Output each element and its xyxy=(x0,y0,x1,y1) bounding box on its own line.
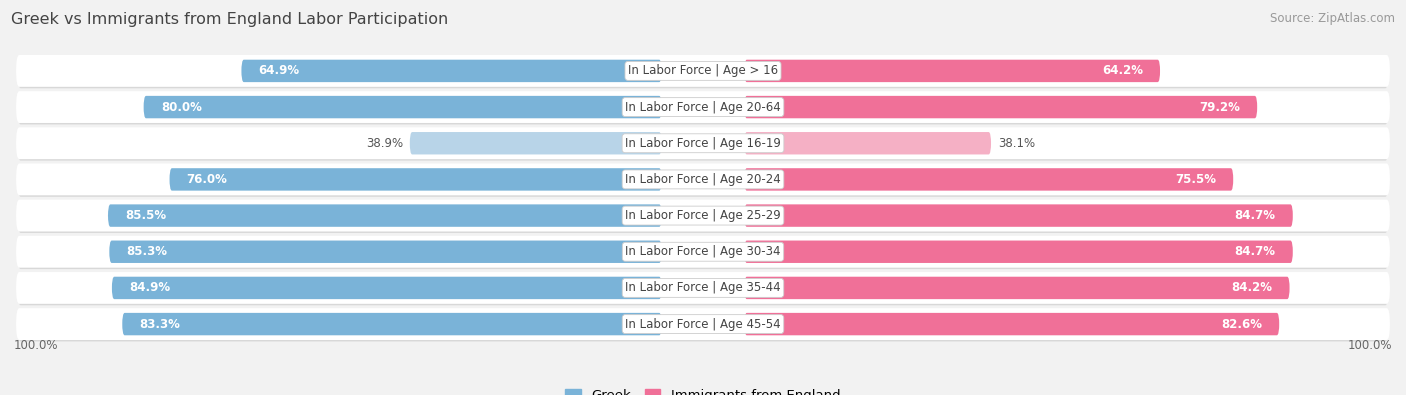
FancyBboxPatch shape xyxy=(108,204,662,227)
FancyBboxPatch shape xyxy=(15,91,1391,123)
FancyBboxPatch shape xyxy=(143,96,662,118)
FancyBboxPatch shape xyxy=(17,56,1389,88)
Text: 76.0%: 76.0% xyxy=(187,173,228,186)
Text: Source: ZipAtlas.com: Source: ZipAtlas.com xyxy=(1270,12,1395,25)
Text: 64.9%: 64.9% xyxy=(259,64,299,77)
FancyBboxPatch shape xyxy=(17,201,1389,233)
Text: In Labor Force | Age > 16: In Labor Force | Age > 16 xyxy=(628,64,778,77)
Text: 84.9%: 84.9% xyxy=(129,281,170,294)
FancyBboxPatch shape xyxy=(17,129,1389,161)
Text: 100.0%: 100.0% xyxy=(1347,339,1392,352)
Text: 38.1%: 38.1% xyxy=(998,137,1035,150)
Text: In Labor Force | Age 25-29: In Labor Force | Age 25-29 xyxy=(626,209,780,222)
Text: 38.9%: 38.9% xyxy=(366,137,404,150)
Text: 79.2%: 79.2% xyxy=(1199,101,1240,114)
FancyBboxPatch shape xyxy=(15,308,1391,340)
FancyBboxPatch shape xyxy=(744,277,1289,299)
Text: 84.2%: 84.2% xyxy=(1232,281,1272,294)
Legend: Greek, Immigrants from England: Greek, Immigrants from England xyxy=(560,384,846,395)
Text: In Labor Force | Age 45-54: In Labor Force | Age 45-54 xyxy=(626,318,780,331)
Text: 84.7%: 84.7% xyxy=(1234,245,1275,258)
Text: In Labor Force | Age 20-64: In Labor Force | Age 20-64 xyxy=(626,101,780,114)
FancyBboxPatch shape xyxy=(122,313,662,335)
FancyBboxPatch shape xyxy=(15,236,1391,268)
FancyBboxPatch shape xyxy=(15,127,1391,159)
Text: In Labor Force | Age 30-34: In Labor Force | Age 30-34 xyxy=(626,245,780,258)
FancyBboxPatch shape xyxy=(15,55,1391,87)
FancyBboxPatch shape xyxy=(744,132,991,154)
FancyBboxPatch shape xyxy=(242,60,662,82)
Text: 80.0%: 80.0% xyxy=(160,101,201,114)
FancyBboxPatch shape xyxy=(744,241,1294,263)
FancyBboxPatch shape xyxy=(15,199,1391,231)
FancyBboxPatch shape xyxy=(17,92,1389,124)
Text: Greek vs Immigrants from England Labor Participation: Greek vs Immigrants from England Labor P… xyxy=(11,12,449,27)
FancyBboxPatch shape xyxy=(17,165,1389,197)
FancyBboxPatch shape xyxy=(17,237,1389,269)
FancyBboxPatch shape xyxy=(744,96,1257,118)
Text: 83.3%: 83.3% xyxy=(139,318,180,331)
FancyBboxPatch shape xyxy=(744,204,1294,227)
Text: In Labor Force | Age 16-19: In Labor Force | Age 16-19 xyxy=(626,137,780,150)
Text: 64.2%: 64.2% xyxy=(1102,64,1143,77)
FancyBboxPatch shape xyxy=(409,132,662,154)
FancyBboxPatch shape xyxy=(17,310,1389,341)
FancyBboxPatch shape xyxy=(744,168,1233,191)
Text: 85.5%: 85.5% xyxy=(125,209,166,222)
FancyBboxPatch shape xyxy=(17,273,1389,305)
Text: 75.5%: 75.5% xyxy=(1175,173,1216,186)
Text: 85.3%: 85.3% xyxy=(127,245,167,258)
FancyBboxPatch shape xyxy=(744,60,1160,82)
Text: 82.6%: 82.6% xyxy=(1220,318,1263,331)
Text: In Labor Force | Age 35-44: In Labor Force | Age 35-44 xyxy=(626,281,780,294)
Text: 100.0%: 100.0% xyxy=(14,339,59,352)
FancyBboxPatch shape xyxy=(15,164,1391,196)
FancyBboxPatch shape xyxy=(170,168,662,191)
Text: 84.7%: 84.7% xyxy=(1234,209,1275,222)
FancyBboxPatch shape xyxy=(110,241,662,263)
Text: In Labor Force | Age 20-24: In Labor Force | Age 20-24 xyxy=(626,173,780,186)
FancyBboxPatch shape xyxy=(112,277,662,299)
FancyBboxPatch shape xyxy=(744,313,1279,335)
FancyBboxPatch shape xyxy=(15,272,1391,304)
